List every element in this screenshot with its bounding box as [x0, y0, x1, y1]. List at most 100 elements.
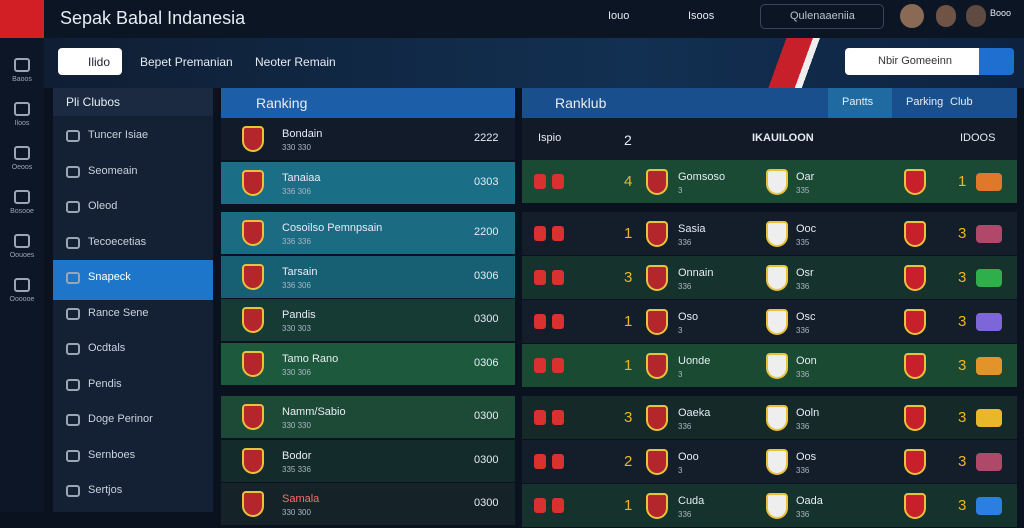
home-crest — [646, 169, 668, 195]
toolbar-button[interactable] — [58, 48, 122, 75]
score-pill[interactable] — [976, 173, 1002, 191]
club-crest — [904, 169, 926, 195]
ranking-row[interactable] — [221, 118, 515, 161]
tab[interactable]: Parking — [906, 96, 944, 108]
avatar[interactable] — [936, 5, 956, 27]
toolbar-search-text: Nbir Gomeeinn — [878, 55, 952, 67]
rank: 1 — [624, 497, 633, 514]
club-crest — [904, 265, 926, 291]
rank: 1 — [624, 357, 633, 374]
tab-active[interactable] — [828, 88, 892, 118]
score-pill[interactable] — [976, 409, 1002, 427]
nav-link[interactable]: Iouo — [608, 10, 630, 22]
ranking-title: Ranking — [256, 95, 308, 111]
home-crest — [646, 353, 668, 379]
team-crest — [242, 169, 264, 196]
team-score: 0300 — [474, 497, 499, 509]
team-score: 2200 — [474, 226, 499, 238]
sidebar-icon[interactable] — [14, 58, 30, 72]
sidebar-icon[interactable] — [14, 234, 30, 248]
menu-item[interactable]: Oleod — [88, 200, 118, 212]
status-dot — [534, 226, 546, 241]
home-crest — [646, 449, 668, 475]
status-dot — [534, 454, 546, 469]
score-pill[interactable] — [976, 313, 1002, 331]
ranking-row[interactable] — [221, 212, 515, 255]
toolbar-search[interactable] — [845, 48, 979, 75]
team-sub: 336 336 — [282, 237, 311, 246]
menu-item[interactable]: Tecoecetias — [88, 235, 147, 248]
menu-item[interactable]: Pendis — [88, 377, 122, 390]
search-box[interactable] — [760, 4, 884, 29]
ranklub-title: Ranklub — [555, 95, 607, 111]
score-pill[interactable] — [976, 269, 1002, 287]
match-row[interactable] — [522, 256, 1017, 300]
column-label: IDOOS — [960, 132, 996, 144]
sidebar-icon[interactable] — [14, 190, 30, 204]
ranking-row[interactable] — [221, 161, 515, 205]
score-pill[interactable] — [976, 225, 1002, 243]
home-team: Ooo — [678, 451, 699, 463]
ranking-row[interactable] — [221, 396, 515, 439]
status-dot — [552, 454, 564, 469]
home-sub: 336 — [678, 510, 692, 519]
ranking-row[interactable] — [221, 439, 515, 483]
score-pill[interactable] — [976, 357, 1002, 375]
away-crest — [766, 309, 788, 335]
tab[interactable]: Pantts — [842, 96, 874, 108]
status-dot — [552, 174, 564, 189]
home-sub: 3 — [678, 370, 683, 379]
menu-item[interactable]: Seomeain — [88, 164, 138, 177]
toolbar-button-label[interactable]: Bepet Premanian — [140, 55, 233, 69]
score-pill[interactable] — [976, 453, 1002, 471]
menu-item[interactable]: Ocdtals — [88, 342, 126, 354]
menu-icon — [66, 485, 80, 497]
status-dot — [552, 226, 564, 241]
sidebar-icon-label: Oooooe — [9, 296, 35, 303]
ranking-row[interactable] — [221, 299, 515, 342]
team-sub: 336 306 — [282, 186, 311, 196]
menu-item[interactable]: Tuncer Isiae — [88, 129, 149, 141]
toolbar-button-label[interactable]: Neoter Remain — [255, 55, 336, 69]
menu-item[interactable]: Doge Perinor — [88, 413, 153, 425]
menu-icon — [66, 201, 80, 213]
match-row[interactable] — [522, 440, 1017, 484]
away-sub: 336 — [796, 422, 810, 431]
status-dot — [552, 314, 564, 329]
sidebar-icon[interactable] — [14, 146, 30, 160]
away-crest — [766, 353, 788, 379]
search-button[interactable] — [979, 48, 1014, 75]
away-team: Oon — [796, 355, 817, 367]
menu-icon — [66, 378, 80, 391]
ranking-row[interactable] — [221, 483, 515, 526]
menu-item[interactable]: Rance Sene — [88, 306, 149, 319]
ranking-row[interactable] — [221, 342, 515, 386]
menu-item[interactable]: Sertjos — [88, 484, 123, 496]
home-team: Oaeka — [678, 407, 711, 419]
team-name: Pandis — [282, 309, 316, 321]
ranking-row[interactable] — [221, 255, 515, 299]
home-sub: 3 — [678, 326, 683, 335]
app-title: Sepak Babal Indanesia — [60, 8, 246, 28]
sidebar-icon[interactable] — [14, 278, 30, 292]
home-team: Onnain — [678, 267, 714, 279]
avatar[interactable] — [966, 5, 986, 27]
rank: 2 — [624, 453, 633, 470]
home-crest — [646, 221, 668, 247]
team-name: Tanaiaa — [282, 171, 321, 184]
top-bar — [0, 0, 1024, 38]
away-sub: 335 — [796, 186, 810, 195]
away-sub: 336 — [796, 370, 810, 379]
menu-item[interactable]: Snapeck — [88, 271, 131, 283]
score-pill[interactable] — [976, 497, 1002, 515]
nav-link[interactable]: Isoos — [688, 10, 715, 22]
sidebar-icon-label: Oouoes — [9, 252, 35, 259]
sidebar-icon[interactable] — [14, 102, 30, 116]
logo[interactable] — [0, 0, 44, 38]
menu-item[interactable]: Sernboes — [88, 448, 136, 461]
tab[interactable]: Club — [950, 96, 973, 108]
avatar[interactable] — [900, 4, 924, 28]
match-score: 3 — [958, 357, 967, 374]
menu-icon — [66, 236, 80, 249]
